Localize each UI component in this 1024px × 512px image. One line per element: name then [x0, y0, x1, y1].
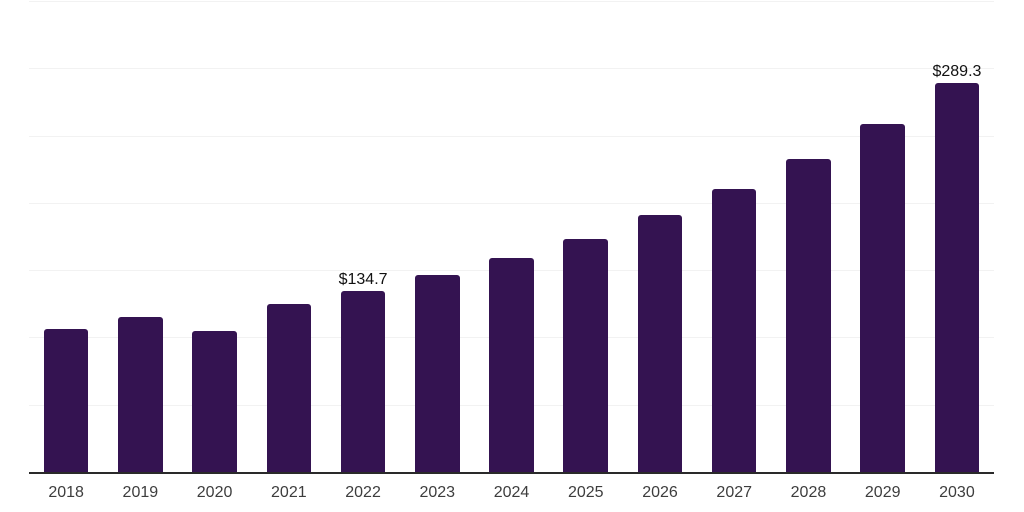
bar-2025 [563, 238, 609, 472]
bar-slot-2019 [103, 1, 177, 472]
bar-2021 [266, 304, 312, 472]
bar-2030 [934, 82, 980, 472]
x-tick-label-2019: 2019 [122, 484, 159, 501]
bar-2020 [192, 330, 237, 472]
x-tick-label-2018: 2018 [48, 484, 84, 501]
bar-slot-2030: $289.3 [920, 1, 994, 472]
bar-slot-2027 [697, 1, 771, 472]
plot-area: $134.7 $289.3 [29, 1, 994, 474]
x-tick-label-2020: 2020 [196, 484, 233, 501]
bar-2027 [711, 188, 757, 472]
bar-2018 [43, 329, 89, 472]
bar-2028 [786, 159, 831, 472]
x-tick-label-2026: 2026 [642, 484, 678, 501]
x-tick-label-2024: 2024 [493, 484, 530, 501]
x-tick-label-2021: 2021 [271, 484, 307, 501]
bar-slot-2029 [846, 1, 920, 472]
x-tick-label-2029: 2029 [864, 484, 901, 501]
x-tick-label-2022: 2022 [345, 484, 381, 501]
x-tick-label-2023: 2023 [419, 484, 456, 501]
bar-slot-2018 [29, 1, 103, 472]
bar-2022 [340, 290, 386, 472]
x-axis: 2018 2019 2020 2021 2022 2023 2024 2025 2026 2027… [29, 483, 994, 502]
bar-slot-2026 [623, 1, 697, 472]
bar-slot-2023 [400, 1, 474, 472]
bar-slot-2025 [549, 1, 623, 472]
bar-2024 [489, 258, 534, 472]
bar-slot-2028 [771, 1, 845, 472]
bar-slot-2020 [177, 1, 251, 472]
bar-slot-2022: $134.7 [326, 1, 400, 472]
x-tick-label-2025: 2025 [567, 484, 604, 501]
bar-slot-2024 [474, 1, 548, 472]
bar-2026 [637, 215, 683, 472]
bar-2029 [860, 123, 905, 472]
x-tick-label-2028: 2028 [790, 484, 827, 501]
x-tick-label-2030: 2030 [939, 484, 975, 501]
x-tick-label-2027: 2027 [716, 484, 753, 501]
bars-layer: $134.7 $289.3 [29, 1, 994, 472]
bar-2019 [118, 317, 163, 472]
bar-2023 [415, 274, 460, 472]
bar-slot-2021 [252, 1, 326, 472]
